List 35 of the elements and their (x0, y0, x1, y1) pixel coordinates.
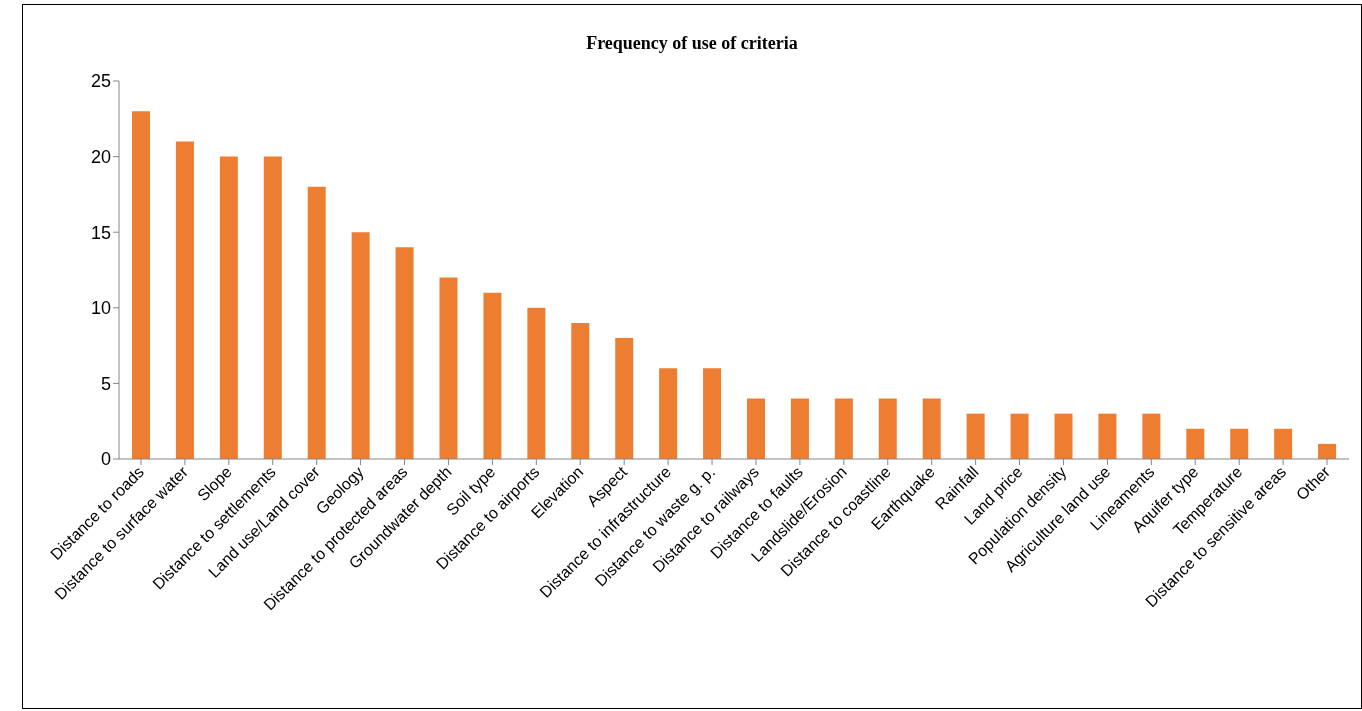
bar (1186, 428, 1205, 459)
bar (571, 322, 590, 459)
bar (483, 292, 502, 459)
y-tick-label: 5 (100, 373, 111, 394)
y-tick-label: 25 (90, 71, 111, 92)
bar (1098, 413, 1117, 459)
bar (175, 141, 194, 459)
bar (659, 368, 678, 459)
y-tick-label: 15 (90, 222, 111, 243)
y-tick-label: 0 (100, 449, 111, 470)
chart-title: Frequency of use of criteria (585, 32, 799, 55)
bar (395, 247, 414, 459)
bar (1230, 428, 1249, 459)
bar (1318, 443, 1337, 459)
bar (615, 338, 634, 459)
bar (747, 398, 765, 459)
bar (834, 398, 853, 459)
bar (703, 368, 722, 459)
bar (351, 232, 370, 459)
bar (1010, 413, 1029, 459)
bar (1142, 413, 1161, 459)
y-tick-label: 20 (90, 146, 111, 167)
bar (966, 413, 985, 459)
bar (132, 111, 150, 459)
bar (439, 277, 458, 459)
bar (1274, 428, 1293, 459)
bar (878, 398, 897, 459)
bar (1054, 413, 1073, 459)
bar (790, 398, 809, 459)
y-tick-label: 10 (90, 298, 111, 319)
bar (922, 398, 941, 459)
bar (263, 156, 282, 459)
bar (527, 307, 546, 459)
bar (307, 186, 326, 459)
bar (219, 156, 238, 459)
